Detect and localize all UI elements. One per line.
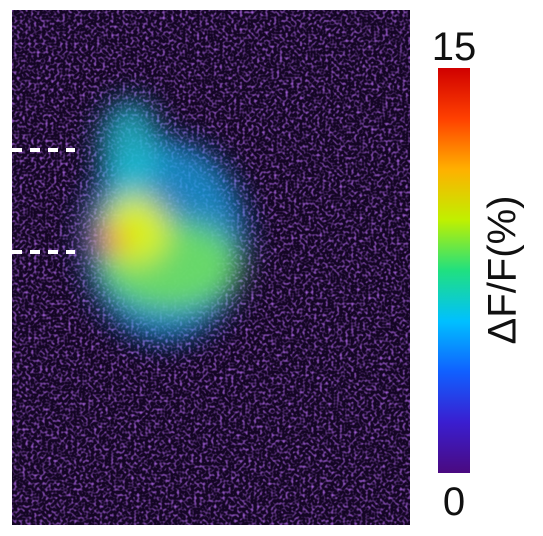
colorbar-tick-label: 0 — [443, 480, 465, 524]
colorbar-label: ΔF/F(%) — [481, 196, 525, 345]
response-blob — [85, 100, 245, 340]
colorbar-tick-label: 15 — [432, 25, 477, 69]
colorbar — [438, 68, 470, 473]
image — [12, 10, 410, 525]
